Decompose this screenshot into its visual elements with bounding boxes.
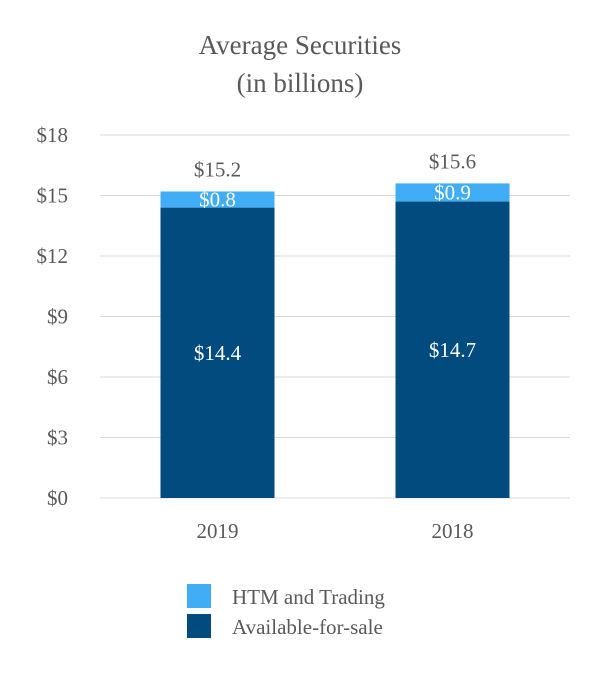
bar-value-label: $0.8	[199, 188, 236, 212]
y-tick-label: $0	[47, 486, 68, 510]
bar-segment	[160, 207, 275, 498]
bars: $14.4 $0.8 $15.2 $14.7 $0.9 $15.6	[160, 149, 510, 499]
y-tick-label: $18	[37, 123, 69, 147]
y-tick-label: $3	[47, 426, 68, 450]
x-category-label: 2018	[432, 519, 474, 543]
y-tick-label: $9	[47, 305, 68, 329]
x-axis: 2019 2018	[197, 519, 474, 543]
legend-label: Available-for-sale	[232, 615, 383, 639]
legend: HTM and Trading Available-for-sale	[187, 584, 385, 639]
bar-total-label: $15.6	[429, 149, 476, 173]
x-category-label: 2019	[197, 519, 239, 543]
y-tick-label: $6	[47, 365, 68, 389]
y-tick-label: $15	[37, 184, 69, 208]
legend-swatch	[187, 614, 211, 638]
y-tick-label: $12	[37, 244, 69, 268]
bar-value-label: $14.7	[429, 338, 476, 362]
chart-title-line-1: Average Securities	[199, 30, 402, 60]
bar-segment	[395, 183, 510, 202]
bar-value-label: $14.4	[194, 341, 242, 365]
legend-swatch	[187, 584, 211, 608]
legend-label: HTM and Trading	[232, 585, 385, 609]
bar-segment	[395, 201, 510, 499]
bar-segment	[160, 191, 275, 208]
chart-title: Average Securities (in billions)	[199, 30, 402, 98]
bar-value-label: $0.9	[434, 180, 471, 204]
bar-total-label: $15.2	[194, 157, 241, 181]
chart-title-line-2: (in billions)	[237, 68, 364, 98]
y-axis: $0 $3 $6 $9 $12 $15 $18	[37, 123, 69, 510]
